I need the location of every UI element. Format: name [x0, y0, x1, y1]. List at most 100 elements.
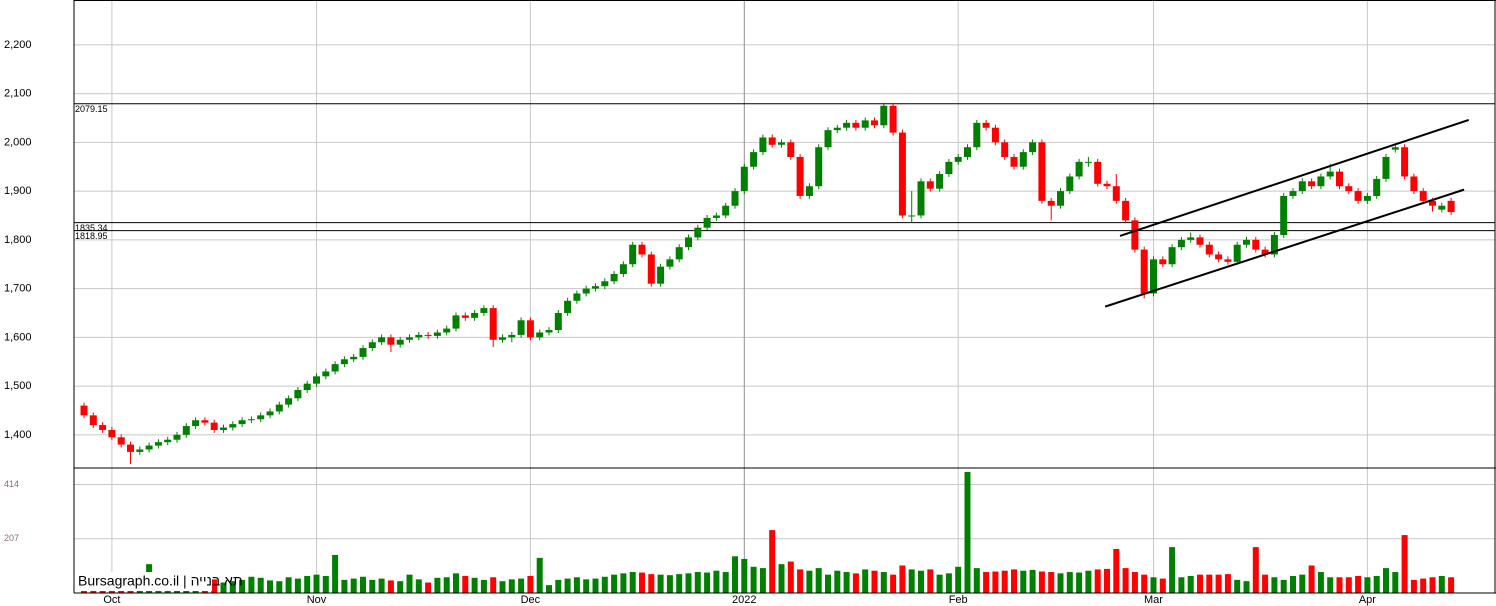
volume-bar — [1373, 575, 1380, 593]
y-tick-label: 1,400 — [4, 429, 32, 441]
volume-bar — [973, 568, 980, 593]
candle-body — [768, 137, 776, 145]
volume-bar — [1345, 577, 1352, 593]
volume-bar — [1290, 575, 1296, 593]
candle-body — [750, 152, 758, 167]
candle-body — [257, 415, 265, 420]
candle-body — [945, 161, 953, 175]
volume-bar — [1048, 572, 1055, 593]
volume-bar — [1252, 547, 1259, 593]
x-tick-label: Mar — [1144, 594, 1163, 606]
candle-body — [1187, 237, 1195, 240]
candle-body — [461, 315, 469, 318]
candle-body — [1317, 176, 1325, 187]
volume-bar — [583, 579, 590, 593]
candle-body — [499, 337, 506, 340]
volume-bar — [239, 579, 246, 593]
volume-tick-label: 414 — [4, 479, 19, 489]
candle-body — [1289, 191, 1297, 196]
candle-body — [1298, 181, 1306, 192]
volume-bar — [360, 576, 366, 593]
candle-body — [331, 364, 339, 372]
candle-body — [508, 334, 516, 338]
candle-body — [554, 312, 562, 331]
volume-bar — [890, 574, 897, 593]
volume-bar — [1159, 578, 1166, 593]
volume-bar — [1401, 535, 1408, 593]
candle-body — [201, 420, 209, 423]
volume-bar — [248, 576, 255, 593]
candle-body — [601, 281, 609, 287]
x-tick-label: Dec — [521, 594, 541, 606]
candle-body — [1010, 156, 1018, 167]
volume-bar — [1187, 575, 1194, 593]
candle-body — [266, 411, 274, 416]
volume-bar — [983, 572, 990, 593]
candle-body — [1159, 259, 1167, 265]
candle-body — [805, 186, 813, 196]
candle-body — [1038, 142, 1046, 201]
candle-body — [824, 130, 832, 148]
candle-body — [1177, 239, 1185, 248]
candle-body — [1205, 244, 1213, 255]
volume-bar — [341, 579, 348, 593]
volume-bar — [815, 568, 822, 593]
volume-bar — [1420, 578, 1427, 593]
candle-body — [647, 254, 655, 284]
y-tick-label: 1,500 — [4, 380, 32, 392]
volume-bar — [276, 581, 283, 593]
level-label: 2079.15 — [75, 104, 108, 114]
volume-bar — [1150, 577, 1157, 593]
volume-bar — [546, 585, 552, 593]
volume-bar — [313, 574, 320, 593]
candle-body — [406, 337, 413, 340]
volume-bar — [1076, 572, 1083, 593]
volume-bar — [629, 572, 636, 593]
candle-body — [1354, 191, 1362, 201]
candle-body — [1001, 142, 1009, 157]
volume-bar — [955, 566, 962, 593]
volume-bar — [1355, 575, 1362, 593]
candle-body — [443, 328, 451, 333]
volume-bar — [992, 571, 999, 593]
candle-body — [1122, 200, 1130, 221]
volume-bar — [1169, 547, 1176, 593]
volume-bar — [1438, 575, 1445, 593]
volume-bar — [462, 575, 469, 593]
watermark-bg — [76, 572, 212, 591]
y-tick-label: 1,700 — [4, 283, 32, 295]
watermark: Bursagraph.co.il | תא בנייה — [78, 573, 243, 589]
y-tick-label: 2,000 — [4, 136, 32, 148]
candle-body — [1391, 147, 1399, 150]
volume-bar — [1122, 568, 1129, 593]
volume-bar — [713, 570, 720, 593]
volume-bar — [564, 578, 571, 593]
volume-bar — [834, 570, 841, 593]
candle-body — [1215, 254, 1223, 260]
candle-body — [1308, 181, 1316, 187]
candle-body — [368, 342, 376, 349]
volume-bar — [518, 578, 525, 593]
candle-body — [898, 132, 906, 216]
y-tick-label: 2,100 — [4, 88, 32, 100]
candle-body — [1363, 195, 1371, 201]
candle-body — [350, 356, 358, 360]
candle-body — [610, 273, 618, 282]
volume-bar — [1224, 574, 1231, 593]
candle-body — [1057, 191, 1064, 206]
candle-body — [471, 312, 479, 318]
candle-body — [378, 337, 386, 343]
x-tick-label: Nov — [307, 594, 327, 606]
volume-bar — [536, 557, 543, 593]
x-tick-label: 2022 — [732, 594, 756, 606]
candle-body — [1168, 247, 1176, 265]
candle-body — [666, 259, 674, 267]
candle-body — [871, 120, 878, 126]
volume-bar — [648, 574, 655, 593]
volume-bar — [666, 575, 673, 593]
x-tick-label: Feb — [949, 594, 968, 606]
candle-body — [192, 420, 200, 427]
candle-body — [1150, 259, 1157, 294]
volume-bar — [639, 572, 645, 593]
candle-body — [1447, 200, 1455, 213]
